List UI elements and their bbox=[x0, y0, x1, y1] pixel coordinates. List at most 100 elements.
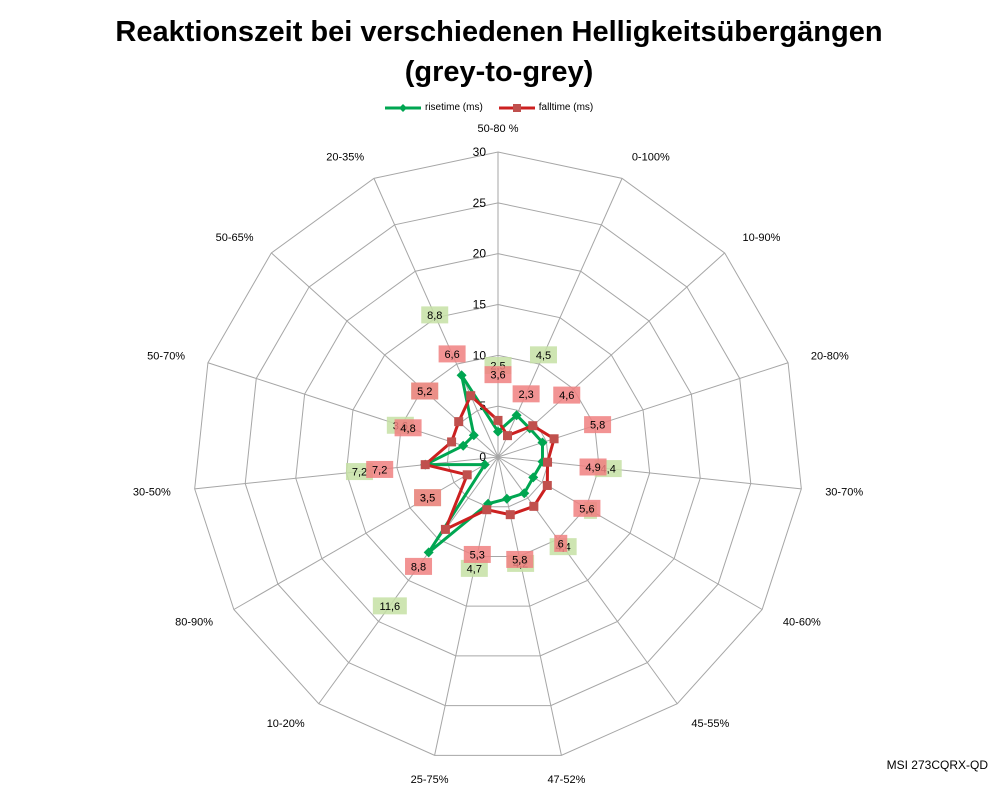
data-label-bg-falltime bbox=[484, 366, 512, 384]
category-label: 50-70% bbox=[147, 350, 185, 362]
tick-label: 0 bbox=[479, 450, 486, 464]
data-label-falltime: 6 bbox=[558, 538, 564, 550]
data-label-bg-falltime bbox=[512, 385, 540, 403]
data-point-risetime bbox=[493, 426, 503, 437]
category-label: 50-65% bbox=[216, 232, 254, 244]
data-point-falltime bbox=[528, 421, 538, 431]
data-point-risetime bbox=[458, 440, 469, 451]
data-point-risetime bbox=[537, 437, 548, 448]
title-line-1: Reaktionszeit bei verschiedenen Helligke… bbox=[115, 16, 883, 48]
data-label-falltime: 4,6 bbox=[559, 390, 574, 402]
data-label-bg-falltime bbox=[463, 545, 491, 563]
grid-spoke bbox=[497, 456, 562, 756]
data-label-falltime: 2,3 bbox=[518, 389, 533, 401]
data-label-falltime: 6,6 bbox=[444, 349, 459, 361]
grid-spoke bbox=[497, 456, 678, 705]
data-label-bg-falltime bbox=[405, 557, 433, 575]
data-label-bg-falltime bbox=[414, 489, 442, 507]
grid-spoke bbox=[318, 456, 499, 705]
data-label-risetime: 8,8 bbox=[427, 310, 442, 322]
legend-item-risetime: risetime (ms) bbox=[385, 102, 483, 113]
data-label-falltime: 5,6 bbox=[579, 503, 594, 515]
tick-label: 20 bbox=[473, 247, 487, 261]
series-line-risetime bbox=[423, 373, 544, 554]
data-label-bg-risetime bbox=[372, 597, 407, 615]
data-point-risetime bbox=[501, 493, 512, 504]
data-point-risetime bbox=[528, 472, 539, 483]
tick-label: 15 bbox=[473, 298, 487, 312]
category-label: 25-75% bbox=[411, 774, 449, 786]
data-point-falltime bbox=[493, 415, 503, 425]
grid-ring bbox=[295, 253, 701, 657]
legend-label-risetime: risetime (ms) bbox=[425, 102, 483, 113]
grid-spoke bbox=[497, 178, 623, 458]
data-point-falltime bbox=[505, 510, 515, 520]
series-line-falltime bbox=[423, 394, 556, 531]
data-label-bg-falltime bbox=[506, 550, 534, 568]
data-point-risetime bbox=[479, 459, 490, 470]
data-label-bg-risetime bbox=[460, 559, 488, 577]
grid-ring bbox=[345, 303, 651, 607]
data-label-bg-falltime bbox=[366, 460, 394, 478]
grid-ring bbox=[244, 202, 752, 707]
data-label-falltime: 3,5 bbox=[420, 493, 435, 505]
data-point-falltime bbox=[503, 431, 513, 441]
tick-label: 25 bbox=[473, 196, 487, 210]
data-label-falltime: 4,8 bbox=[400, 423, 415, 435]
category-label: 50-80 % bbox=[478, 123, 519, 135]
data-label-bg-falltime bbox=[573, 499, 601, 517]
data-label-risetime: 4,7 bbox=[467, 563, 482, 575]
legend-item-falltime: falltime (ms) bbox=[498, 102, 594, 113]
data-label-falltime: 5,3 bbox=[470, 549, 485, 561]
data-point-falltime bbox=[542, 480, 552, 490]
grid-spoke bbox=[497, 456, 763, 610]
tick-label: 30 bbox=[473, 145, 487, 159]
data-point-falltime bbox=[549, 434, 559, 444]
data-point-risetime bbox=[423, 547, 434, 558]
grid-ring bbox=[396, 354, 600, 557]
category-label: 20-80% bbox=[811, 350, 849, 362]
data-point-falltime bbox=[420, 460, 430, 470]
tick-label: 10 bbox=[473, 348, 487, 362]
category-label: 30-50% bbox=[133, 486, 171, 498]
grid-spoke bbox=[233, 456, 499, 610]
data-label-falltime: 4,9 bbox=[585, 462, 600, 474]
data-label-bg-falltime bbox=[579, 458, 607, 476]
category-label: 40-60% bbox=[783, 617, 821, 629]
legend-swatch-falltime bbox=[498, 103, 535, 112]
data-label-risetime: 4,5 bbox=[536, 350, 551, 362]
category-label: 80-90% bbox=[175, 617, 213, 629]
legend-swatch-risetime bbox=[385, 103, 421, 112]
grid-spoke bbox=[497, 362, 789, 458]
data-label-bg-falltime bbox=[438, 345, 466, 363]
data-label-bg-falltime bbox=[553, 386, 581, 404]
data-label-risetime: 7,2 bbox=[352, 467, 367, 479]
legend-label-falltime: falltime (ms) bbox=[538, 102, 594, 113]
watermark: MSI 273CQRX-QD bbox=[886, 758, 988, 772]
data-point-falltime bbox=[529, 501, 539, 511]
data-point-risetime bbox=[519, 488, 530, 499]
data-point-falltime bbox=[543, 457, 553, 467]
data-label-falltime: 7,2 bbox=[372, 464, 387, 476]
data-point-risetime bbox=[468, 430, 479, 441]
data-point-falltime bbox=[462, 470, 472, 480]
data-label-bg-falltime bbox=[394, 419, 422, 437]
data-point-risetime bbox=[511, 410, 522, 421]
category-label: 0-100% bbox=[632, 151, 670, 163]
category-label: 30-70% bbox=[825, 486, 863, 498]
data-label-bg-falltime bbox=[411, 382, 439, 400]
grid-ring bbox=[194, 151, 802, 756]
category-label: 10-90% bbox=[742, 232, 780, 244]
title-line-2: (grey-to-grey) bbox=[404, 56, 594, 88]
data-point-falltime bbox=[440, 524, 450, 534]
data-label-risetime: 11,6 bbox=[380, 601, 401, 613]
data-label-bg-falltime bbox=[584, 416, 612, 434]
data-point-falltime bbox=[454, 417, 464, 427]
category-label: 10-20% bbox=[267, 718, 305, 730]
data-label-bg-risetime bbox=[421, 306, 449, 324]
legend: risetime (ms) falltime (ms) bbox=[385, 102, 593, 113]
data-label-falltime: 8,8 bbox=[411, 561, 426, 573]
data-label-falltime: 5,2 bbox=[417, 386, 432, 398]
data-point-falltime bbox=[447, 437, 457, 447]
